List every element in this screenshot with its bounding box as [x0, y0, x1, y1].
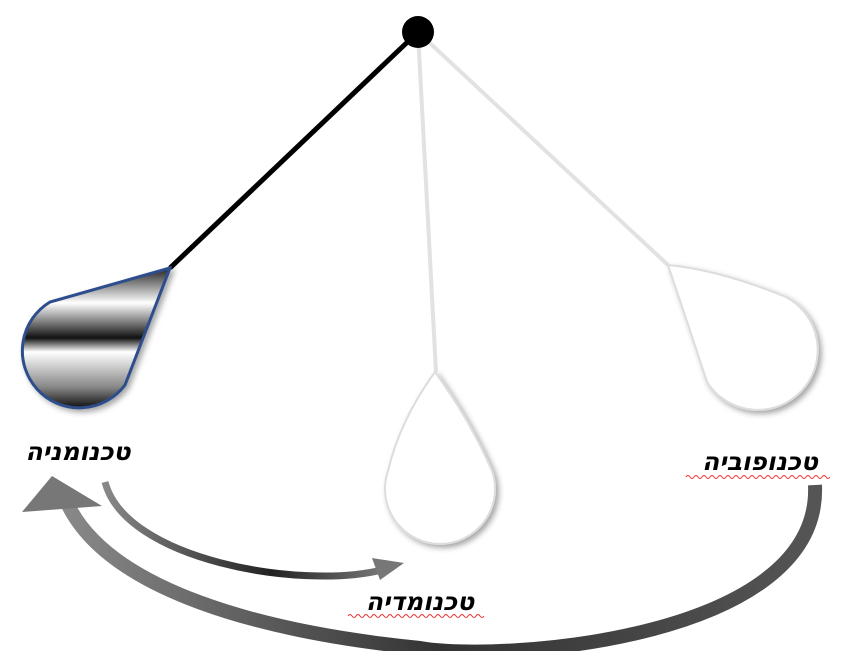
rod	[418, 32, 668, 265]
arrowhead	[22, 476, 102, 512]
label: טכנופוביה	[702, 447, 819, 476]
arrowhead	[372, 558, 404, 580]
bob	[668, 265, 818, 410]
label: טכנומניה	[25, 437, 131, 466]
rod	[418, 32, 436, 372]
bob	[22, 268, 170, 408]
pivot	[402, 16, 434, 48]
pendulum-diagram: טכנומניה טכנומדיה טכנופוביה	[0, 0, 843, 651]
rod	[170, 32, 418, 268]
bob	[385, 372, 495, 544]
arrow	[105, 482, 382, 576]
label: טכנומדיה	[366, 587, 475, 616]
